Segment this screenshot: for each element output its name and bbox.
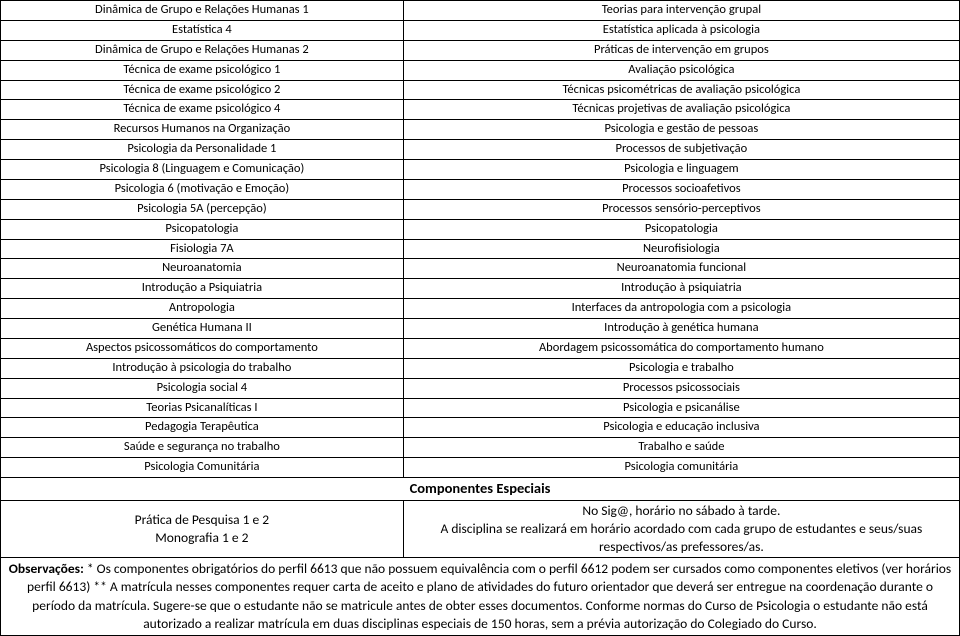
cell-left: Teorias Psicanalíticas I — [1, 398, 404, 418]
cell-right: Interfaces da antropologia com a psicolo… — [403, 299, 959, 319]
cell-right: Práticas de intervenção em grupos — [403, 40, 959, 60]
equivalence-table: Dinâmica de Grupo e Relações Humanas 1Te… — [0, 0, 960, 636]
cell-right: Neurofisiologia — [403, 239, 959, 259]
cell-left: Psicopatologia — [1, 219, 404, 239]
table-row: Introdução à psicologia do trabalhoPsico… — [1, 358, 960, 378]
section-sub-row: Prática de Pesquisa 1 e 2 Monografia 1 e… — [1, 500, 960, 558]
sub-left-1: Prática de Pesquisa 1 e 2 — [3, 511, 401, 529]
table-row: AntropologiaInterfaces da antropologia c… — [1, 299, 960, 319]
sub-right-2: A disciplina se realizará em horário aco… — [406, 520, 957, 556]
table-row: Psicologia da Personalidade 1Processos d… — [1, 140, 960, 160]
observations-cell: Observações: * Os componentes obrigatóri… — [1, 558, 960, 636]
section-header-row: Componentes Especiais — [1, 478, 960, 501]
table-row: Psicologia social 4Processos psicossocia… — [1, 378, 960, 398]
table-row: Teorias Psicanalíticas IPsicologia e psi… — [1, 398, 960, 418]
section-right: No Sig@, horário no sábado à tarde. A di… — [403, 500, 959, 558]
observations-bold: Observações: — [9, 560, 84, 577]
cell-left: Técnica de exame psicológico 4 — [1, 100, 404, 120]
table-row: Genética Humana IIIntrodução à genética … — [1, 319, 960, 339]
table-row: Psicologia ComunitáriaPsicologia comunit… — [1, 458, 960, 478]
table-row: Pedagogia TerapêuticaPsicologia e educaç… — [1, 418, 960, 438]
cell-left: Psicologia da Personalidade 1 — [1, 140, 404, 160]
cell-left: Introdução à psicologia do trabalho — [1, 358, 404, 378]
observations-text: * Os componentes obrigatórios do perfil … — [27, 560, 951, 632]
cell-right: Processos de subjetivação — [403, 140, 959, 160]
cell-left: Psicologia 5A (percepção) — [1, 199, 404, 219]
cell-right: Trabalho e saúde — [403, 438, 959, 458]
cell-left: Psicologia 8 (Linguagem e Comunicação) — [1, 160, 404, 180]
sub-right-1: No Sig@, horário no sábado à tarde. — [406, 502, 957, 520]
cell-right: Psicologia comunitária — [403, 458, 959, 478]
cell-left: Neuroanatomia — [1, 259, 404, 279]
cell-right: Processos sensório-perceptivos — [403, 199, 959, 219]
cell-right: Psicologia e educação inclusiva — [403, 418, 959, 438]
cell-left: Recursos Humanos na Organização — [1, 120, 404, 140]
cell-left: Técnica de exame psicológico 1 — [1, 60, 404, 80]
cell-left: Antropologia — [1, 299, 404, 319]
table-row: Recursos Humanos na OrganizaçãoPsicologi… — [1, 120, 960, 140]
cell-left: Genética Humana II — [1, 319, 404, 339]
cell-right: Neuroanatomia funcional — [403, 259, 959, 279]
table-row: Psicologia 5A (percepção)Processos sensó… — [1, 199, 960, 219]
cell-right: Psicologia e gestão de pessoas — [403, 120, 959, 140]
cell-left: Estatística 4 — [1, 20, 404, 40]
table-row: Técnica de exame psicológico 4Técnicas p… — [1, 100, 960, 120]
table-row: Dinâmica de Grupo e Relações Humanas 1Te… — [1, 1, 960, 21]
cell-left: Pedagogia Terapêutica — [1, 418, 404, 438]
cell-right: Processos psicossociais — [403, 378, 959, 398]
cell-left: Dinâmica de Grupo e Relações Humanas 1 — [1, 1, 404, 21]
table-row: Aspectos psicossomáticos do comportament… — [1, 338, 960, 358]
cell-right: Introdução à genética humana — [403, 319, 959, 339]
table-row: NeuroanatomiaNeuroanatomia funcional — [1, 259, 960, 279]
cell-left: Aspectos psicossomáticos do comportament… — [1, 338, 404, 358]
cell-left: Técnica de exame psicológico 2 — [1, 80, 404, 100]
cell-right: Técnicas psicométricas de avaliação psic… — [403, 80, 959, 100]
cell-right: Psicologia e psicanálise — [403, 398, 959, 418]
table-row: Dinâmica de Grupo e Relações Humanas 2Pr… — [1, 40, 960, 60]
table-row: Saúde e segurança no trabalhoTrabalho e … — [1, 438, 960, 458]
section-header: Componentes Especiais — [1, 478, 960, 501]
cell-left: Introdução a Psiquiatria — [1, 279, 404, 299]
cell-right: Psicologia e linguagem — [403, 160, 959, 180]
cell-right: Teorias para intervenção grupal — [403, 1, 959, 21]
cell-right: Abordagem psicossomática do comportament… — [403, 338, 959, 358]
table-row: PsicopatologiaPsicopatologia — [1, 219, 960, 239]
cell-right: Introdução à psiquiatria — [403, 279, 959, 299]
table-row: Técnica de exame psicológico 2Técnicas p… — [1, 80, 960, 100]
cell-left: Fisiologia 7A — [1, 239, 404, 259]
table-row: Psicologia 6 (motivação e Emoção)Process… — [1, 179, 960, 199]
cell-left: Psicologia social 4 — [1, 378, 404, 398]
cell-left: Psicologia 6 (motivação e Emoção) — [1, 179, 404, 199]
cell-left: Psicologia Comunitária — [1, 458, 404, 478]
cell-right: Avaliação psicológica — [403, 60, 959, 80]
cell-right: Estatística aplicada à psicologia — [403, 20, 959, 40]
observations-row: Observações: * Os componentes obrigatóri… — [1, 558, 960, 636]
table-row: Introdução a PsiquiatriaIntrodução à psi… — [1, 279, 960, 299]
cell-left: Dinâmica de Grupo e Relações Humanas 2 — [1, 40, 404, 60]
table-row: Psicologia 8 (Linguagem e Comunicação)Ps… — [1, 160, 960, 180]
table-row: Estatística 4Estatística aplicada à psic… — [1, 20, 960, 40]
cell-left: Saúde e segurança no trabalho — [1, 438, 404, 458]
section-left: Prática de Pesquisa 1 e 2 Monografia 1 e… — [1, 500, 404, 558]
cell-right: Processos socioafetivos — [403, 179, 959, 199]
table-row: Fisiologia 7ANeurofisiologia — [1, 239, 960, 259]
sub-left-2: Monografia 1 e 2 — [3, 529, 401, 547]
cell-right: Psicologia e trabalho — [403, 358, 959, 378]
cell-right: Técnicas projetivas de avaliação psicoló… — [403, 100, 959, 120]
cell-right: Psicopatologia — [403, 219, 959, 239]
table-row: Técnica de exame psicológico 1Avaliação … — [1, 60, 960, 80]
